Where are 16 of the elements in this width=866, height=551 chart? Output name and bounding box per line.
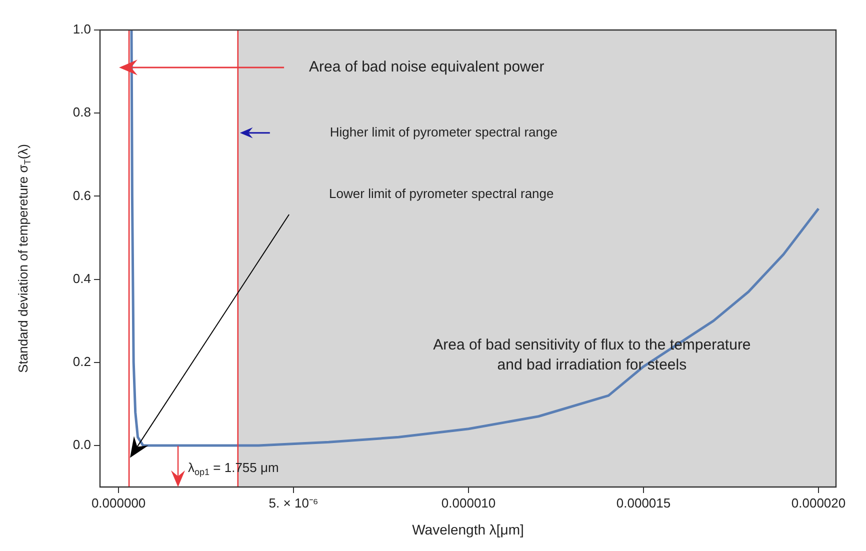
annotation: Higher limit of pyrometer spectral range (330, 124, 558, 140)
y-tick-label: 1.0 (72, 22, 91, 37)
y-tick-label: 0.2 (72, 354, 91, 369)
y-tick-label: 0.8 (72, 104, 91, 120)
x-tick-label: 0.000020 (791, 495, 846, 510)
annotation: Lower limit of pyrometer spectral range (329, 186, 554, 202)
x-tick-label: 0.000015 (616, 495, 671, 510)
x-tick-label: 0.000000 (91, 495, 146, 510)
y-tick-label: 0.6 (72, 188, 91, 203)
y-tick-label: 0.4 (72, 270, 91, 286)
annotation: Area of bad noise equivalent power (309, 58, 544, 76)
y-tick-label: 0.0 (72, 437, 91, 452)
y-axis-title: Standard deviation of tempereture σT(λ) (16, 144, 32, 373)
x-axis-title: Wavelength λ[μm] (412, 521, 524, 538)
x-tick-label: 5. × 10⁻⁶ (268, 495, 318, 510)
x-tick-label: 0.000010 (441, 495, 496, 510)
